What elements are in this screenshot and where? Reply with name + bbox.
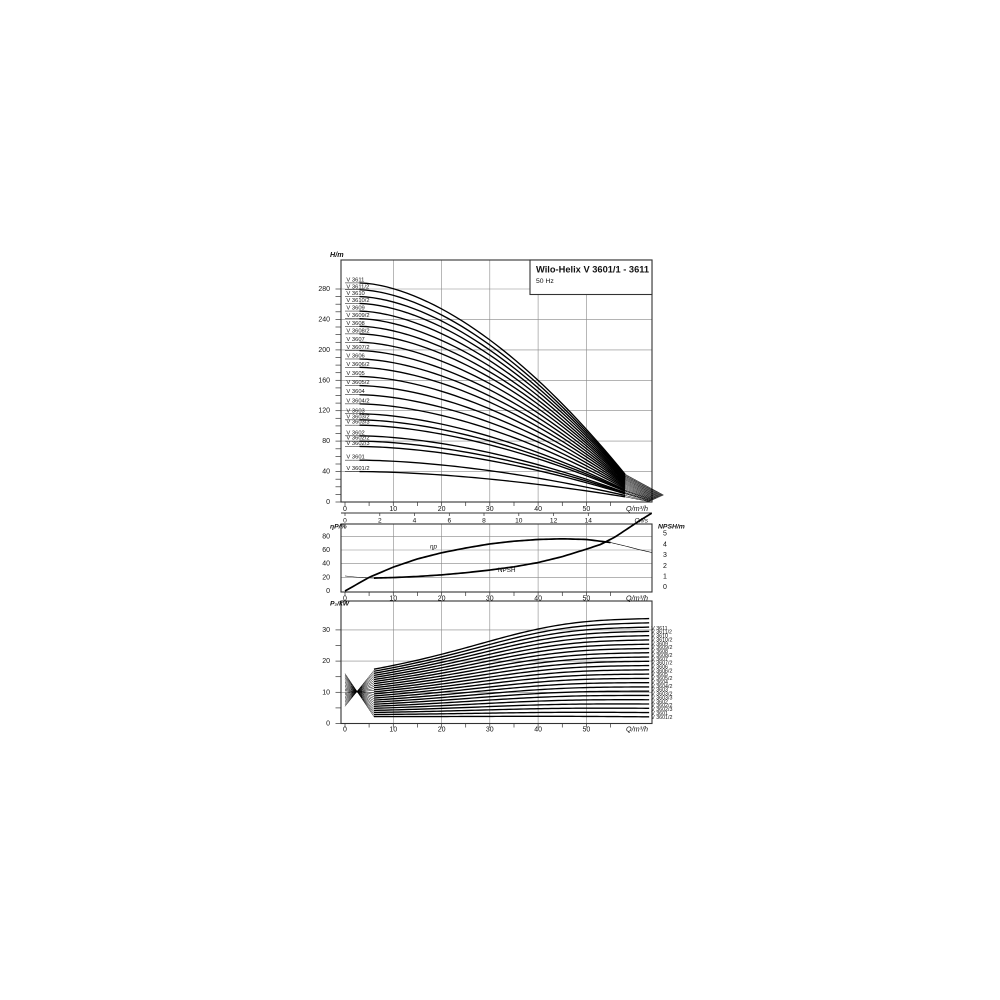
svg-text:Wilo-Helix V 3601/1 - 3611: Wilo-Helix V 3601/1 - 3611 [536, 265, 649, 275]
svg-text:V 3610/2: V 3610/2 [346, 298, 369, 304]
svg-text:Q/m³/h: Q/m³/h [626, 725, 648, 734]
svg-text:120: 120 [318, 408, 330, 415]
svg-text:V 3601/2: V 3601/2 [651, 715, 672, 721]
svg-text:V 3603/3: V 3603/3 [346, 420, 369, 426]
svg-text:V 3611: V 3611 [346, 277, 364, 283]
svg-text:10: 10 [389, 506, 397, 513]
svg-text:280: 280 [318, 286, 330, 293]
svg-text:V 3610: V 3610 [346, 291, 364, 297]
svg-text:NPSH/m: NPSH/m [658, 524, 685, 531]
svg-text:0: 0 [326, 588, 330, 595]
svg-text:20: 20 [438, 506, 446, 513]
svg-text:H/m: H/m [330, 250, 344, 259]
svg-text:30: 30 [486, 506, 494, 513]
svg-text:5: 5 [663, 531, 667, 538]
svg-text:12: 12 [550, 517, 558, 524]
svg-text:2: 2 [663, 563, 667, 570]
svg-text:20: 20 [322, 658, 330, 665]
svg-text:4: 4 [663, 541, 667, 548]
svg-text:6: 6 [447, 517, 451, 524]
svg-text:NPSH: NPSH [498, 567, 516, 574]
svg-text:10: 10 [322, 689, 330, 696]
svg-text:0: 0 [343, 506, 347, 513]
svg-text:8: 8 [482, 517, 486, 524]
svg-text:50 Hz: 50 Hz [536, 278, 554, 285]
svg-text:ηp: ηp [430, 544, 437, 551]
svg-text:0: 0 [663, 584, 667, 591]
svg-text:V 3607/2: V 3607/2 [346, 345, 369, 351]
svg-text:2: 2 [378, 517, 382, 524]
svg-text:V 3604/2: V 3604/2 [346, 398, 369, 404]
svg-text:Q/m³/h: Q/m³/h [626, 504, 648, 513]
svg-text:40: 40 [322, 469, 330, 476]
svg-text:P₂/kW: P₂/kW [330, 601, 350, 608]
svg-text:30: 30 [322, 627, 330, 634]
svg-text:V 3602/3: V 3602/3 [346, 441, 369, 447]
svg-text:20: 20 [322, 574, 330, 581]
svg-text:4: 4 [413, 517, 417, 524]
svg-text:V 3609: V 3609 [346, 306, 364, 312]
svg-text:1: 1 [663, 574, 667, 581]
svg-text:14: 14 [585, 517, 593, 524]
svg-text:160: 160 [318, 377, 330, 384]
svg-text:V 3605/2: V 3605/2 [346, 380, 369, 386]
svg-text:30: 30 [486, 727, 494, 734]
svg-text:V 3601: V 3601 [346, 455, 364, 461]
svg-text:V 3608/2: V 3608/2 [346, 328, 369, 334]
svg-text:0: 0 [326, 499, 330, 506]
svg-text:V 3601/2: V 3601/2 [346, 466, 369, 472]
svg-text:80: 80 [322, 533, 330, 540]
svg-text:ηP/%: ηP/% [330, 524, 347, 531]
svg-text:40: 40 [322, 561, 330, 568]
svg-text:20: 20 [438, 727, 446, 734]
svg-text:50: 50 [583, 506, 591, 513]
svg-text:V 3605: V 3605 [346, 371, 364, 377]
svg-text:3: 3 [663, 552, 667, 559]
svg-text:40: 40 [534, 727, 542, 734]
svg-text:V 3607: V 3607 [346, 337, 364, 343]
svg-text:V 3604: V 3604 [346, 389, 365, 395]
svg-text:0: 0 [343, 727, 347, 734]
svg-text:240: 240 [318, 316, 330, 323]
svg-text:60: 60 [322, 547, 330, 554]
svg-text:V 3606: V 3606 [346, 354, 364, 360]
svg-text:V 3606/2: V 3606/2 [346, 362, 369, 368]
svg-text:0: 0 [326, 721, 330, 728]
svg-text:V 3608: V 3608 [346, 321, 364, 327]
svg-text:50: 50 [583, 727, 591, 734]
svg-text:200: 200 [318, 347, 330, 354]
svg-text:80: 80 [322, 438, 330, 445]
svg-text:V 3609/2: V 3609/2 [346, 313, 369, 319]
svg-text:V 3611/2: V 3611/2 [346, 284, 369, 290]
svg-text:40: 40 [534, 506, 542, 513]
svg-text:10: 10 [515, 517, 523, 524]
svg-text:10: 10 [389, 727, 397, 734]
